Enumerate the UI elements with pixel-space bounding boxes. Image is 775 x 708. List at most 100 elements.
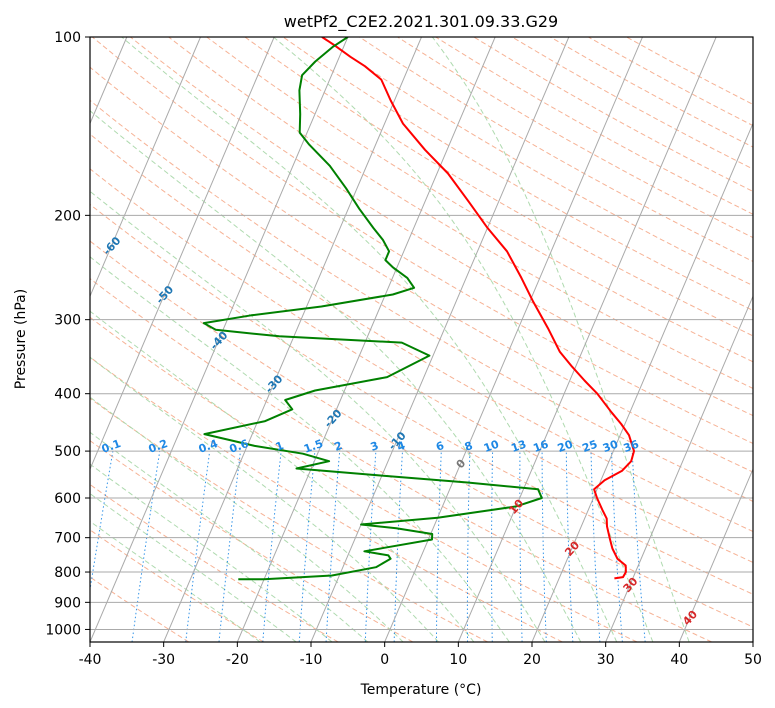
mixing-ratio-label: 0.2	[147, 437, 170, 456]
dry-adiabat	[90, 278, 712, 642]
y-tick-label: 700	[54, 531, 81, 547]
x-tick-label: -40	[79, 652, 102, 668]
mixing-ratio-line	[262, 451, 282, 642]
x-tick-label: -20	[226, 652, 249, 668]
mixing-ratio-line	[631, 451, 646, 642]
dry-adiabat	[90, 483, 339, 642]
moist-adiabat	[90, 310, 475, 642]
y-tick-label: 1000	[45, 622, 81, 638]
dry-adiabat	[91, 37, 753, 445]
y-tick-label: 500	[54, 444, 81, 460]
mixing-ratio-label: 1.5	[302, 437, 325, 456]
isotherm-label: -80	[0, 135, 19, 159]
x-tick-label: 0	[380, 652, 389, 668]
mixing-ratio-label: 30	[601, 438, 620, 456]
x-axis-title: Temperature (°C)	[360, 682, 482, 698]
mixing-ratio-label: 0.4	[197, 437, 220, 456]
isotherm-line	[310, 37, 570, 642]
dry-adiabat	[90, 168, 753, 563]
mixing-ratio-line	[466, 451, 471, 642]
background-lines	[90, 37, 753, 642]
dry-adiabat	[90, 133, 753, 533]
moist-adiabat	[90, 431, 369, 642]
dry-adiabat	[90, 356, 563, 642]
mixing-ratio-label: 8	[463, 439, 475, 454]
plot-frame	[89, 36, 754, 643]
mixing-ratio-label: 0.1	[100, 437, 123, 456]
mixing-ratio-label: 1	[274, 439, 286, 454]
x-tick-label: 20	[523, 652, 541, 668]
dry-adiabat	[244, 37, 753, 337]
x-tick-label: -10	[300, 652, 323, 668]
y-tick-label: 900	[54, 595, 81, 611]
y-tick-label: 800	[54, 565, 81, 581]
dry-adiabat	[90, 66, 753, 473]
isotherm-line	[384, 37, 643, 642]
mixing-ratio-label: 10	[482, 438, 501, 456]
dry-adiabat	[90, 316, 638, 642]
moist-adiabat	[121, 37, 618, 642]
isotherm-label: 20	[562, 539, 582, 559]
isotherm-line	[90, 37, 275, 471]
dewpoint-line	[202, 37, 543, 581]
isotherm-line	[605, 295, 753, 642]
mixing-ratio-label: 0.6	[228, 437, 251, 456]
moist-adiabat	[90, 190, 546, 642]
moist-adiabat	[273, 37, 654, 642]
isotherm-label: 10	[507, 496, 527, 516]
moist-adiabat	[90, 463, 333, 642]
isotherm-label: 0	[454, 457, 469, 472]
mixing-ratio-line	[590, 451, 601, 642]
mixing-ratio-label: 20	[556, 438, 575, 456]
isotherm-line	[457, 37, 717, 642]
x-tick-label: 10	[449, 652, 467, 668]
isotherm-line	[678, 467, 753, 642]
mixing-ratio-line	[90, 451, 114, 593]
moist-adiabat	[90, 256, 510, 642]
isotherm-line	[163, 37, 422, 642]
x-tick-label: 30	[597, 652, 615, 668]
moist-adiabat	[90, 493, 297, 642]
mixing-ratio-label: 6	[434, 439, 446, 454]
mixing-ratio-label: 16	[531, 438, 550, 456]
mixing-ratio-label: 36	[622, 438, 641, 456]
temperature-line	[321, 37, 635, 580]
y-tick-label: 300	[54, 313, 81, 329]
isotherm-line	[752, 640, 753, 642]
isotherm-line	[531, 122, 753, 642]
x-tick-label: -30	[152, 652, 175, 668]
mixing-ratio-label: 3	[369, 439, 381, 454]
mixing-ratio-label: 13	[509, 438, 528, 455]
y-tick-label: 600	[54, 491, 81, 507]
mixing-ratio-line	[298, 451, 316, 642]
isotherm-label: -20	[322, 407, 345, 431]
moist-adiabat	[90, 356, 439, 642]
x-tick-label: 40	[670, 652, 688, 668]
dry-adiabat	[90, 203, 753, 595]
dry-adiabat	[206, 37, 753, 363]
dry-adiabat	[90, 397, 488, 642]
mixing-ratio-line	[218, 451, 241, 642]
y-axis-title: Pressure (hPa)	[13, 289, 29, 389]
mixing-ratio-line	[491, 451, 494, 642]
isotherm-label: -60	[100, 234, 123, 258]
isotherm-line	[90, 37, 201, 298]
chart-title: wetPf2_C2E2.2021.301.09.33.G29	[284, 12, 558, 32]
moist-adiabat	[90, 110, 582, 642]
dry-adiabat	[90, 529, 264, 642]
mixing-ratio-line	[364, 451, 377, 642]
mixing-ratio-label: 4	[395, 439, 407, 454]
isotherm-label: -70	[48, 184, 71, 208]
axes: -40 -30 -20 -10 0 10 20 30 40 5010020030040050060…	[45, 30, 762, 668]
y-tick-label: 400	[54, 387, 81, 403]
isotherm-label: -50	[153, 283, 176, 307]
isotherm-line	[236, 37, 496, 642]
dry-adiabat	[90, 240, 753, 628]
moist-adiabat	[90, 520, 261, 642]
dry-adiabat	[511, 37, 753, 170]
y-tick-label: 200	[54, 208, 81, 224]
mixing-ratio-label: 2	[332, 439, 344, 454]
dry-adiabat	[90, 99, 753, 502]
mixing-ratio-line	[611, 451, 623, 642]
mixing-ratio-line	[185, 451, 211, 642]
